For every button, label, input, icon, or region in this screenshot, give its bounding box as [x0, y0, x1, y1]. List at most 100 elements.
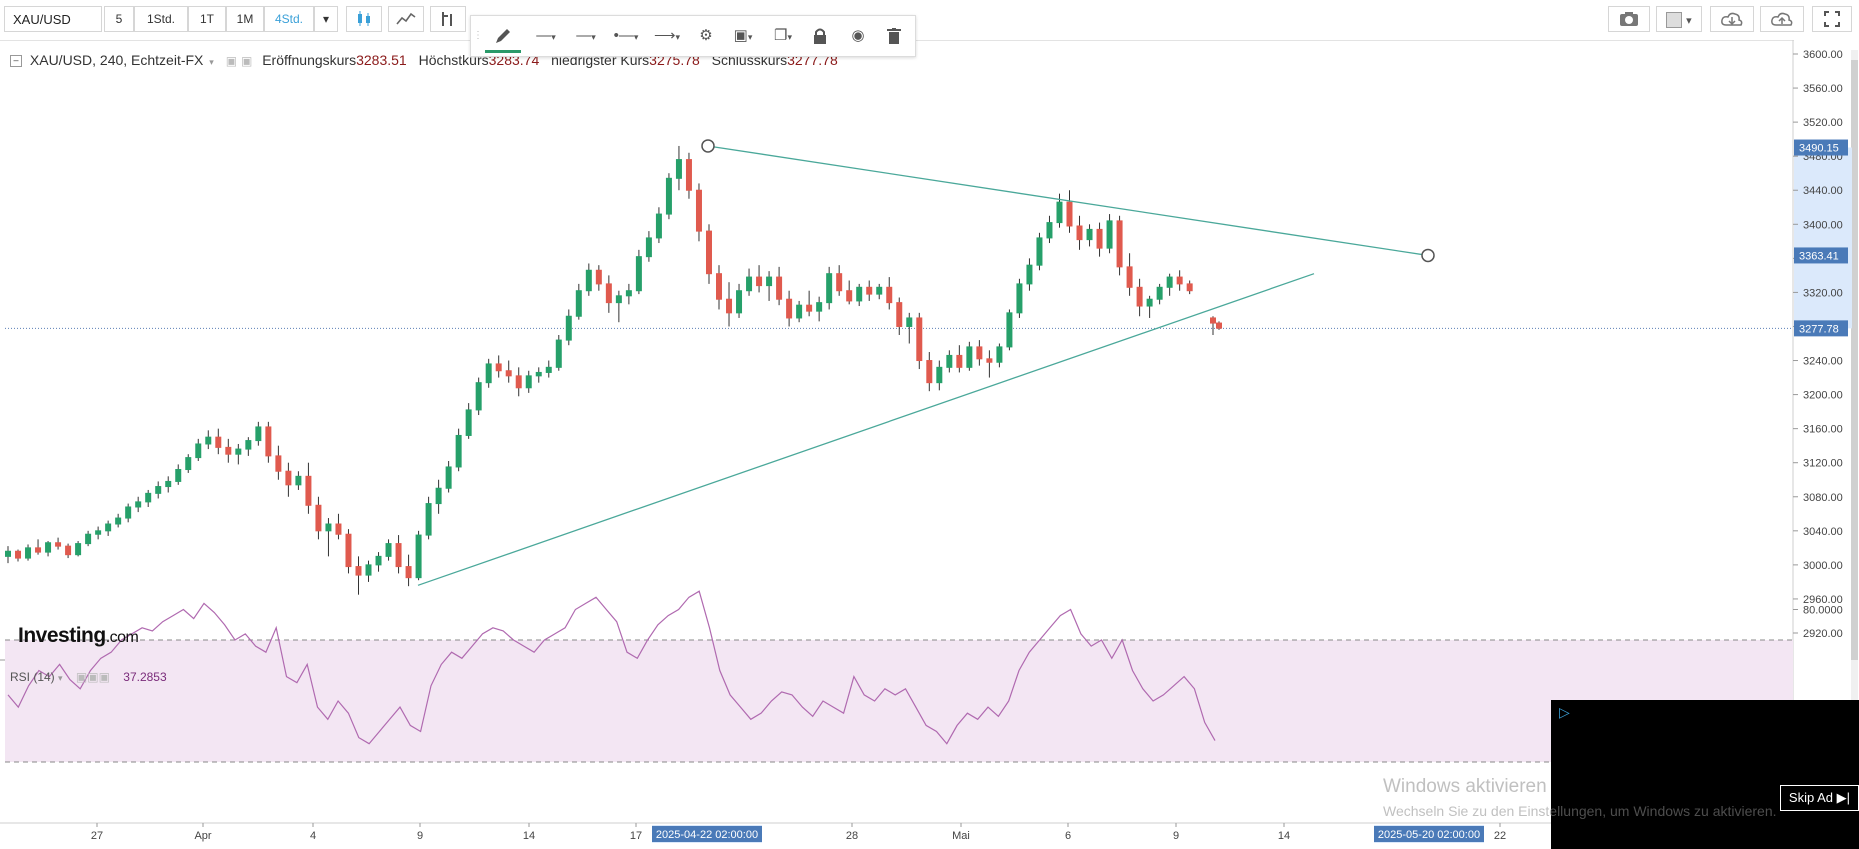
- timeframe-1d-button[interactable]: 1T: [188, 6, 226, 32]
- price-tick-label: 3560.00: [1803, 83, 1843, 95]
- chevron-down-icon[interactable]: ▾: [58, 673, 63, 683]
- timeframe-1h-button[interactable]: 1Std.: [134, 6, 188, 32]
- price-tick-label: 3080.00: [1803, 492, 1843, 504]
- candle-body: [856, 286, 863, 302]
- candlestick-type-button[interactable]: [346, 6, 382, 32]
- candle-body: [205, 436, 212, 445]
- candle-body: [45, 542, 52, 553]
- fullscreen-button[interactable]: [1812, 6, 1852, 32]
- candle-body: [455, 434, 462, 468]
- candle-body: [836, 273, 843, 292]
- candle-body: [445, 466, 452, 489]
- visibility-icon[interactable]: ▣: [225, 54, 238, 68]
- price-tick-label: 3400.00: [1803, 219, 1843, 231]
- candle-body: [75, 543, 82, 556]
- line-chart-type-button[interactable]: [388, 6, 424, 32]
- candle-body: [165, 480, 172, 488]
- candle-body: [976, 346, 983, 360]
- candle-body: [776, 276, 783, 300]
- collapse-icon[interactable]: –: [10, 55, 22, 68]
- settings-icon[interactable]: ▣: [240, 54, 253, 68]
- candle-body: [695, 189, 702, 232]
- upper-trendline: [707, 145, 1429, 257]
- settings-button[interactable]: ⚙: [691, 22, 721, 50]
- visibility-button[interactable]: ◉: [843, 22, 873, 50]
- lock-button[interactable]: [805, 22, 835, 50]
- time-tick-label: 28: [846, 830, 858, 842]
- price-tick-label: 3520.00: [1803, 117, 1843, 129]
- candle-body: [1046, 222, 1053, 239]
- candle-body: [1006, 312, 1013, 348]
- candle-body: [235, 448, 242, 455]
- chevron-down-icon: ▾: [322, 12, 330, 26]
- candle-body: [545, 366, 552, 373]
- clone-button[interactable]: ❐▾: [765, 22, 801, 50]
- chevron-down-icon: ▾: [551, 32, 556, 42]
- candle-body: [535, 371, 542, 377]
- line-style-2-button[interactable]: —▾: [567, 22, 605, 50]
- symbol-input[interactable]: XAU/USD: [4, 6, 102, 32]
- candle-body: [255, 426, 262, 442]
- candle-body: [846, 290, 853, 302]
- chevron-down-icon: ▾: [747, 32, 753, 42]
- indicators-button[interactable]: [430, 6, 466, 32]
- layout-select-button[interactable]: ▾: [1656, 6, 1702, 32]
- rsi-settings-icon[interactable]: ▣▣▣: [75, 670, 110, 684]
- price-tick-label: 3000.00: [1803, 560, 1843, 572]
- time-label-box: [652, 826, 762, 842]
- candle-body: [585, 269, 592, 292]
- candle-body: [1086, 228, 1093, 241]
- candle-body: [766, 276, 773, 287]
- candle-body: [876, 286, 883, 295]
- delete-button[interactable]: [879, 22, 909, 50]
- candle-body: [1016, 283, 1023, 314]
- candle-body: [485, 363, 492, 384]
- video-ad[interactable]: ▷ Skip Ad ▶|: [1551, 700, 1859, 849]
- candle-body: [375, 555, 382, 566]
- price-tick-label: 3320.00: [1803, 287, 1843, 299]
- candle-body: [1216, 322, 1222, 329]
- candle-body: [155, 486, 162, 494]
- drag-handle[interactable]: ⋮: [473, 30, 483, 41]
- candle-body: [786, 298, 793, 319]
- price-tick-label: 3600.00: [1803, 49, 1843, 61]
- candle-body: [215, 436, 222, 448]
- time-tick-label: 4: [310, 830, 316, 842]
- candle-body: [956, 354, 963, 368]
- candle-body: [645, 237, 652, 258]
- chevron-down-icon[interactable]: ▾: [209, 57, 214, 67]
- candle-body: [816, 302, 823, 312]
- rsi-axis-label: 80.0000: [1803, 605, 1843, 617]
- camera-button[interactable]: [1608, 6, 1650, 32]
- pencil-button[interactable]: [485, 22, 521, 53]
- line-style-1-button[interactable]: —▾: [527, 22, 565, 50]
- candle-body: [916, 317, 923, 362]
- candle-body: [95, 530, 102, 535]
- rsi-line: [7, 590, 1216, 745]
- timeframe-dropdown[interactable]: ▾: [314, 6, 338, 32]
- candle-body: [515, 375, 522, 389]
- time-tick-label: 27: [91, 830, 103, 842]
- candle-body: [435, 487, 442, 505]
- line-start-button[interactable]: •—▾: [607, 22, 645, 50]
- price-tick-label: 3040.00: [1803, 526, 1843, 538]
- scrollbar-thumb: [1851, 60, 1858, 660]
- timeframe-1m-button[interactable]: 1M: [226, 6, 264, 32]
- cloud-upload-button[interactable]: [1760, 6, 1804, 32]
- candle-body: [275, 455, 282, 472]
- candle-body: [615, 295, 622, 304]
- timeframe-5-button[interactable]: 5: [104, 6, 134, 32]
- skip-ad-button[interactable]: Skip Ad ▶|: [1779, 785, 1859, 811]
- candle-body: [1210, 317, 1216, 324]
- layers-button[interactable]: ▣▾: [725, 22, 761, 50]
- candle-body: [1146, 298, 1153, 307]
- cloud-download-button[interactable]: [1710, 6, 1754, 32]
- windows-activation-text: Wechseln Sie zu den Einstellungen, um Wi…: [1383, 803, 1777, 819]
- candle-body: [245, 440, 252, 450]
- line-end-button[interactable]: ⟶▾: [647, 22, 687, 50]
- lock-icon: [814, 28, 826, 44]
- price-chart[interactable]: 2920.00 2960.00 3000.00 3040.00 3080.00 3120.…: [0, 40, 1859, 849]
- timeframe-4h-button[interactable]: 4Std.: [264, 6, 314, 32]
- candle-body: [285, 470, 292, 486]
- copy-icon: ❐: [774, 27, 788, 44]
